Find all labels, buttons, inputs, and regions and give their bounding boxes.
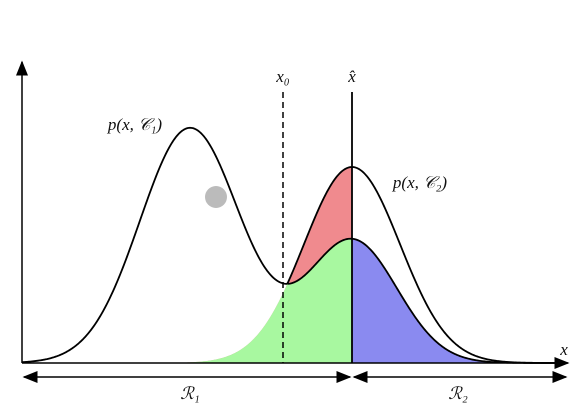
r2-label: ℛ₂: [448, 384, 468, 403]
x-axis-label: x: [559, 340, 568, 359]
blue-region: [352, 238, 560, 363]
r1-label: ℛ₁: [180, 384, 199, 403]
cursor-dot: [205, 186, 227, 208]
xhat-label: x̂: [347, 67, 356, 86]
x0-label: x₀: [275, 67, 290, 86]
p-c2-label: p(x, 𝒞₂): [392, 173, 448, 192]
green-region: [22, 238, 352, 363]
p-c1-label: p(x, 𝒞₁): [107, 115, 163, 134]
outer-curve: [21, 126, 560, 364]
